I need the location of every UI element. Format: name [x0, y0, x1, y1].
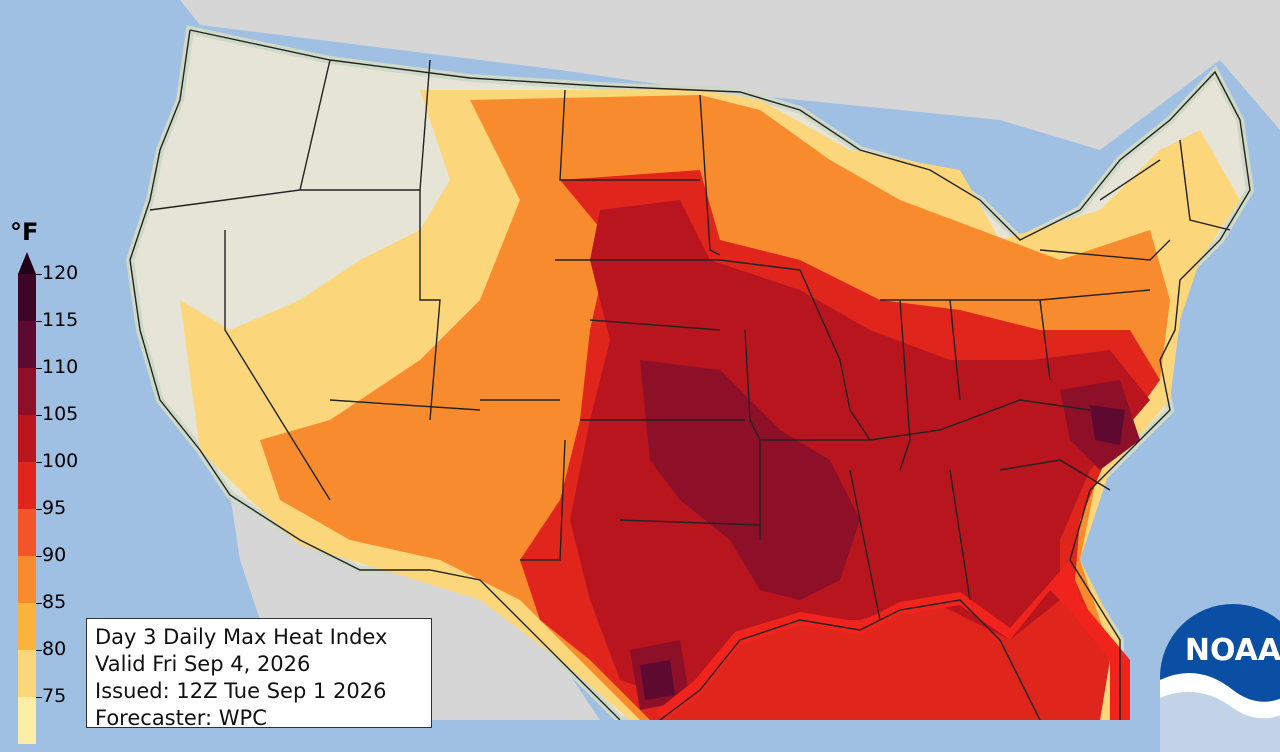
colorbar-unit-label: °F: [10, 218, 39, 246]
colorbar-segment: [18, 509, 36, 556]
colorbar-tick-mark: [36, 368, 42, 369]
canada-land: [180, 0, 1280, 150]
band-110: [630, 360, 1140, 710]
colorbar-tick-mark: [36, 603, 42, 604]
heat-index-map: [125, 0, 1280, 720]
colorbar-tick-mark: [36, 321, 42, 322]
colorbar-tick-label: 80: [42, 638, 67, 660]
forecast-info-box: Day 3 Daily Max Heat Index Valid Fri Sep…: [86, 618, 432, 730]
colorbar-segment: [18, 415, 36, 462]
colorbar-tick-mark: [36, 509, 42, 510]
colorbar-tick-mark: [36, 697, 42, 698]
colorbar-tick-label: 95: [42, 497, 67, 519]
state-borders: [129, 29, 1251, 720]
colorbar-cap: [18, 252, 36, 274]
colorbar-segment: [18, 650, 36, 697]
colorbar-tick-mark: [36, 415, 42, 416]
colorbar-tick-label: 120: [42, 262, 79, 284]
info-valid-date: Valid Fri Sep 4, 2026: [95, 652, 311, 676]
colorbar-segment: [18, 321, 36, 368]
noaa-logo-icon: NOAA: [1160, 604, 1280, 752]
colorbar-segment: [18, 603, 36, 650]
colorbar-segment: [18, 462, 36, 509]
colorbar-tick-mark: [36, 556, 42, 557]
noaa-logo-text: NOAA: [1185, 633, 1280, 668]
info-issued: Issued: 12Z Tue Sep 1 2026: [95, 679, 387, 703]
colorbar-tick-mark: [36, 650, 42, 651]
colorbar-tick-label: 115: [42, 309, 79, 331]
colorbar-segment: [18, 274, 36, 321]
info-forecaster: Forecaster: WPC: [95, 706, 267, 730]
colorbar-tick-label: 110: [42, 356, 79, 378]
colorbar-segment: [18, 368, 36, 415]
colorbar-tick-label: 100: [42, 450, 79, 472]
colorbar-segment: [18, 556, 36, 603]
info-title: Day 3 Daily Max Heat Index: [95, 625, 388, 649]
colorbar-tick-mark: [36, 274, 42, 275]
colorbar-tick-label: 105: [42, 403, 79, 425]
band-105: [570, 200, 1150, 700]
colorbar-tick-mark: [36, 462, 42, 463]
colorbar: [18, 252, 36, 744]
gulf-coast-strip: [655, 560, 1130, 720]
colorbar-tick-label: 75: [42, 685, 67, 707]
colorbar-segment: [18, 697, 36, 744]
colorbar-tick-label: 85: [42, 591, 67, 613]
colorbar-tick-label: 90: [42, 544, 67, 566]
